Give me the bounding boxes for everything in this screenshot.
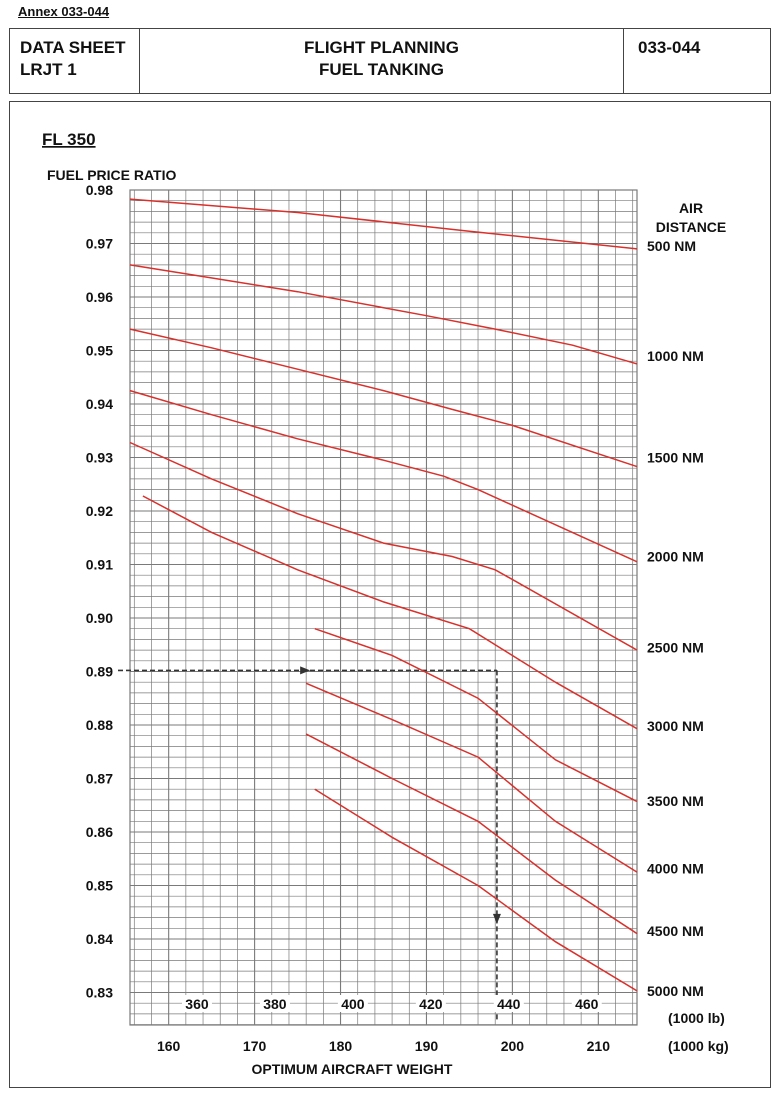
y-tick-label: 0.90: [86, 610, 113, 626]
example-arrow-right: [300, 666, 311, 675]
header-title: FLIGHT PLANNING: [304, 38, 459, 57]
y-tick-label: 0.96: [86, 289, 113, 305]
series-label: 4500 NM: [647, 923, 704, 939]
series-label: 1000 NM: [647, 348, 704, 364]
series-line: [305, 733, 638, 935]
chart-grid: [129, 189, 638, 1026]
y-tick-label: 0.83: [86, 985, 113, 1001]
series-label: 1500 NM: [647, 450, 704, 466]
right-axis-title-line1: AIR: [679, 200, 703, 216]
series-label: 500 NM: [647, 238, 696, 254]
x-tick-label-kg: 160: [157, 1038, 181, 1054]
header-subtitle: FUEL TANKING: [319, 60, 444, 79]
header-middle-cell: FLIGHT PLANNING FUEL TANKING: [140, 29, 624, 93]
y-tick-label: 0.84: [86, 931, 113, 947]
series-label: 5000 NM: [647, 983, 704, 999]
series-label: 3000 NM: [647, 718, 704, 734]
chart-frame: [9, 101, 771, 1088]
y-tick-label: 0.87: [86, 771, 113, 787]
x-tick-label-kg: 200: [501, 1038, 525, 1054]
x-unit-kg: (1000 kg): [668, 1038, 729, 1054]
header-right-cell: 033-044: [624, 29, 770, 93]
series-label: 2000 NM: [647, 548, 704, 564]
plot-border: [129, 189, 638, 1026]
x-tick-label-lb-bg: [493, 995, 524, 1012]
series-line: [129, 198, 638, 250]
series-line: [314, 788, 638, 992]
x-tick-label-lb: 400: [341, 996, 365, 1012]
y-tick-label: 0.97: [86, 236, 113, 252]
y-axis-title: FUEL PRICE RATIO: [47, 167, 176, 183]
x-tick-label-lb: 460: [575, 996, 599, 1012]
x-tick-label-lb-bg: [571, 995, 602, 1012]
x-unit-lb: (1000 lb): [668, 1010, 725, 1026]
example-path: [118, 669, 498, 1022]
series-label: 3500 NM: [647, 793, 704, 809]
y-tick-label: 0.95: [86, 343, 113, 359]
y-tick-label: 0.85: [86, 878, 113, 894]
series-line: [314, 627, 638, 803]
x-tick-label-lb-bg: [259, 995, 290, 1012]
y-tick-label: 0.94: [86, 396, 113, 412]
series-line: [129, 328, 638, 468]
y-tick-label: 0.98: [86, 182, 113, 198]
aircraft-label: LRJT 1: [20, 60, 77, 79]
y-tick-label: 0.92: [86, 503, 113, 519]
y-tick-label: 0.93: [86, 450, 113, 466]
data-sheet-header: DATA SHEET LRJT 1 FLIGHT PLANNING FUEL T…: [9, 28, 771, 94]
series-line: [142, 495, 638, 730]
x-tick-label-kg: 170: [243, 1038, 267, 1054]
panel-title: FL 350: [42, 130, 96, 149]
data-sheet-label: DATA SHEET: [20, 38, 126, 57]
x-tick-label-lb-bg: [337, 995, 368, 1012]
series-line: [129, 264, 638, 365]
x-tick-label-lb: 440: [497, 996, 521, 1012]
y-tick-label: 0.88: [86, 717, 113, 733]
x-tick-label-kg: 190: [415, 1038, 439, 1054]
series-label: 4000 NM: [647, 860, 704, 876]
series-line: [129, 441, 638, 651]
series-label: 2500 NM: [647, 639, 704, 655]
x-tick-label-kg: 180: [329, 1038, 353, 1054]
y-tick-label: 0.91: [86, 557, 113, 573]
x-tick-label-kg: 210: [587, 1038, 611, 1054]
y-tick-label: 0.86: [86, 824, 113, 840]
series-line: [305, 682, 638, 873]
x-tick-label-lb: 420: [419, 996, 443, 1012]
right-axis-title-line2: DISTANCE: [656, 219, 727, 235]
x-tick-label-lb-bg: [181, 995, 212, 1012]
series-line: [129, 389, 638, 563]
example-arrow-down: [492, 913, 501, 924]
header-left-cell: DATA SHEET LRJT 1: [10, 29, 140, 93]
y-tick-label: 0.89: [86, 664, 113, 680]
x-tick-label-lb: 380: [263, 996, 287, 1012]
x-axis-title: OPTIMUM AIRCRAFT WEIGHT: [252, 1061, 453, 1077]
x-tick-label-lb-bg: [415, 995, 446, 1012]
sheet-number: 033-044: [638, 38, 701, 57]
x-tick-label-lb: 360: [185, 996, 209, 1012]
annex-label: Annex 033-044: [18, 4, 110, 19]
